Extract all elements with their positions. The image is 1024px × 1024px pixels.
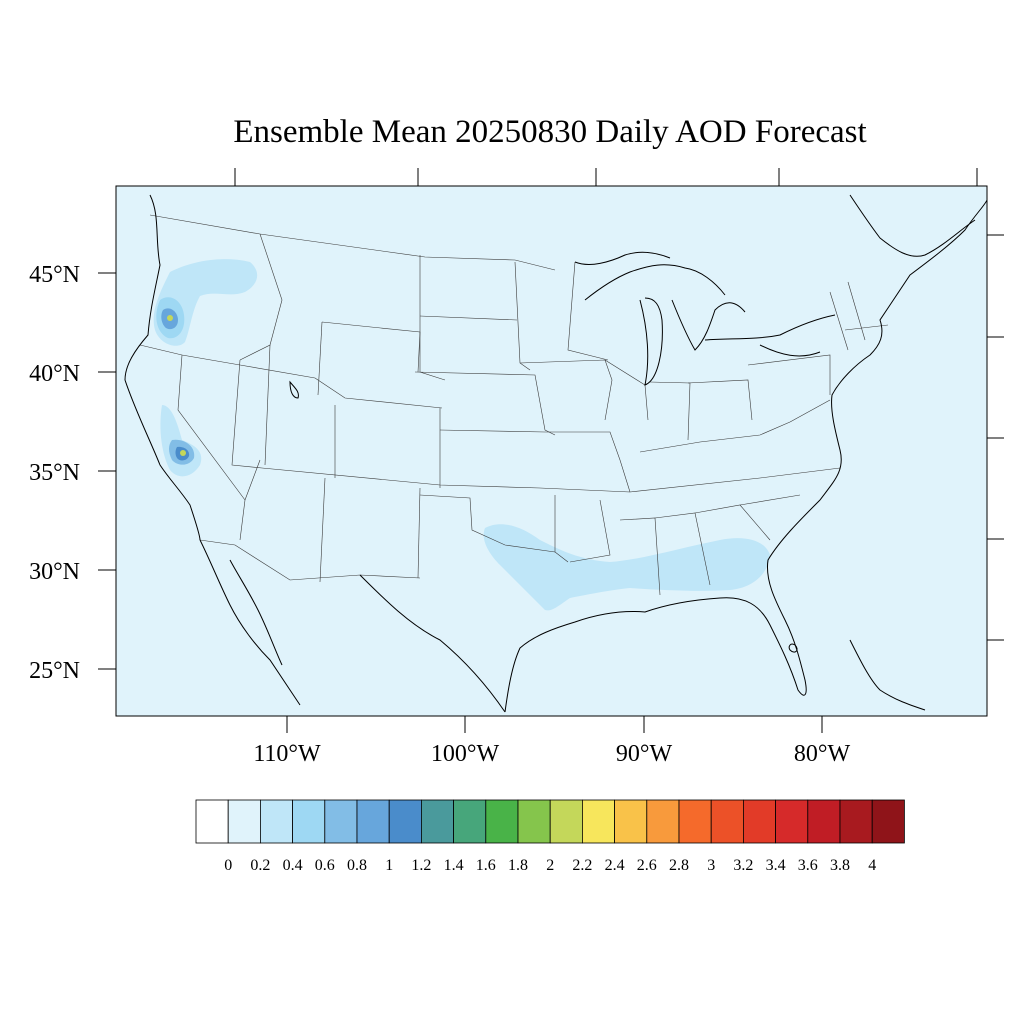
colorbar-label-1: 0.2: [250, 857, 270, 874]
colorbar-swatch-17: [743, 799, 777, 844]
state-boundaries: [139, 214, 889, 596]
map-frame: [115, 185, 988, 717]
colorbar-swatch-16: [710, 799, 744, 844]
colorbar-swatch-12: [582, 799, 616, 844]
colorbar-swatch-10: [517, 799, 551, 844]
colorbar: [195, 799, 905, 844]
colorbar-swatch-2: [259, 799, 293, 844]
colorbar-label-3: 0.6: [315, 857, 335, 874]
colorbar-label-13: 2.6: [637, 857, 657, 874]
colorbar-label-5: 1: [385, 857, 393, 874]
colorbar-swatch-19: [807, 799, 841, 844]
aod-plume-gulf-coast: [483, 524, 770, 611]
colorbar-swatch-14: [646, 799, 680, 844]
colorbar-swatch-11: [549, 799, 583, 844]
top-ticks: [234, 168, 978, 186]
aod-shading: [153, 259, 770, 611]
colorbar-swatch-15: [678, 799, 712, 844]
lat-label-30: 30°N: [29, 559, 80, 585]
bottom-ticks: [286, 716, 823, 733]
colorbar-swatch-18: [775, 799, 809, 844]
aod-plume-oregon-peak: [167, 315, 173, 321]
left-ticks: [98, 272, 116, 670]
colorbar-swatch-7: [420, 799, 454, 844]
colorbar-swatch-13: [614, 799, 648, 844]
colorbar-swatch-20: [839, 799, 873, 844]
colorbar-swatch-9: [485, 799, 519, 844]
colorbar-label-15: 3: [707, 857, 715, 874]
colorbar-label-10: 2: [546, 857, 554, 874]
colorbar-labels: 0 0.2 0.4 0.6 0.8 1 1.2 1.4 1.6 1.8 2 2.2 2.4 2.6 2.8 3…: [224, 857, 876, 874]
colorbar-label-12: 2.4: [605, 857, 625, 874]
right-ticks: [987, 234, 1004, 641]
coastlines: [124, 194, 987, 713]
lat-label-40: 40°N: [29, 361, 80, 387]
colorbar-label-20: 4: [868, 857, 876, 874]
colorbar-label-8: 1.6: [476, 857, 496, 874]
lon-label-110w: 110°W: [253, 741, 321, 767]
colorbar-swatch-8: [453, 799, 487, 844]
colorbar-label-2: 0.4: [283, 857, 303, 874]
lat-label-35: 35°N: [29, 460, 80, 486]
lon-label-90w: 90°W: [616, 741, 673, 767]
colorbar-label-4: 0.8: [347, 857, 367, 874]
colorbar-label-7: 1.4: [444, 857, 464, 874]
map-background: [116, 186, 987, 716]
colorbar-swatch-3: [292, 799, 326, 844]
colorbar-swatch-4: [324, 799, 358, 844]
colorbar-label-16: 3.2: [733, 857, 753, 874]
colorbar-swatch-21: [871, 799, 905, 844]
colorbar-label-18: 3.6: [798, 857, 818, 874]
map-title: Ensemble Mean 20250830 Daily AOD Forecas…: [233, 114, 866, 150]
colorbar-label-0: 0: [224, 857, 232, 874]
colorbar-label-19: 3.8: [830, 857, 850, 874]
colorbar-label-11: 2.2: [572, 857, 592, 874]
colorbar-swatch-5: [356, 799, 390, 844]
lon-label-80w: 80°W: [794, 741, 851, 767]
map-content: [124, 194, 987, 713]
lat-label-25: 25°N: [29, 658, 80, 684]
colorbar-label-9: 1.8: [508, 857, 528, 874]
colorbar-label-14: 2.8: [669, 857, 689, 874]
colorbar-label-17: 3.4: [766, 857, 786, 874]
colorbar-swatch-1: [227, 799, 261, 844]
colorbar-label-6: 1.2: [411, 857, 431, 874]
lat-label-45: 45°N: [29, 262, 80, 288]
colorbar-swatch-0: [195, 799, 229, 844]
lon-label-100w: 100°W: [431, 741, 500, 767]
aod-plume-california-peak: [180, 450, 186, 456]
colorbar-swatch-6: [388, 799, 422, 844]
